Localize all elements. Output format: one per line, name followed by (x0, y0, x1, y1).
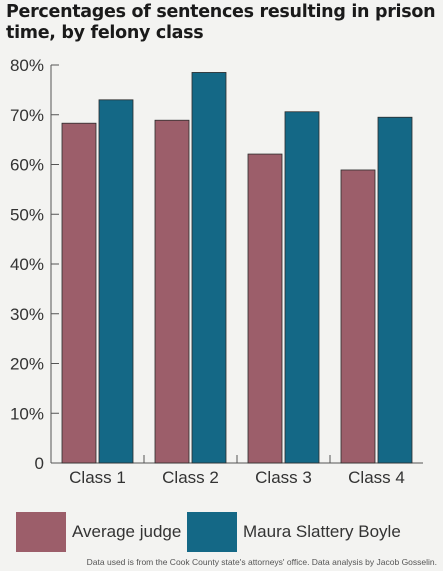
bar-maura-slattery-boyle-class-3 (284, 111, 320, 464)
legend-label-average-judge: Average judge (72, 522, 182, 541)
legend-swatch-average-judge (16, 512, 66, 552)
bar-maura-slattery-boyle-class-2 (191, 72, 227, 464)
bars (61, 72, 413, 464)
legend-item-average-judge: Average judge (16, 512, 181, 552)
footnote: Data used is from the Cook County state'… (86, 557, 437, 567)
y-tick-label: 10% (10, 404, 44, 423)
y-axis: 0 10% 20% 30% 40% 50% 60% 70% 80% (10, 56, 59, 473)
bar-average-judge-class-2 (154, 119, 190, 464)
legend-label-maura-slattery-boyle: Maura Slattery Boyle (243, 522, 401, 541)
y-tick-label: 80% (10, 56, 44, 75)
y-tick-label: 30% (10, 305, 44, 324)
bar-average-judge-class-3 (247, 153, 283, 464)
y-tick-label: 40% (10, 255, 44, 274)
legend-swatch-maura-slattery-boyle (187, 512, 237, 552)
y-tick-label: 20% (10, 355, 44, 374)
y-tick-label: 60% (10, 156, 44, 175)
x-category-label: Class 3 (255, 468, 312, 487)
y-tick-label: 70% (10, 106, 44, 125)
x-category-label: Class 2 (162, 468, 219, 487)
bar-average-judge-class-4 (340, 169, 376, 464)
y-tick-label: 0 (35, 454, 44, 473)
chart-title: Percentages of sentences resulting in pr… (6, 2, 436, 43)
legend-item-maura-slattery-boyle: Maura Slattery Boyle (187, 512, 401, 552)
x-category-label: Class 1 (69, 468, 126, 487)
bar-maura-slattery-boyle-class-4 (377, 116, 413, 464)
y-tick-label: 50% (10, 205, 44, 224)
bar-maura-slattery-boyle-class-1 (98, 99, 134, 464)
bar-average-judge-class-1 (61, 122, 97, 464)
legend: Average judge Maura Slattery Boyle (16, 512, 436, 554)
x-category-label: Class 4 (348, 468, 405, 487)
